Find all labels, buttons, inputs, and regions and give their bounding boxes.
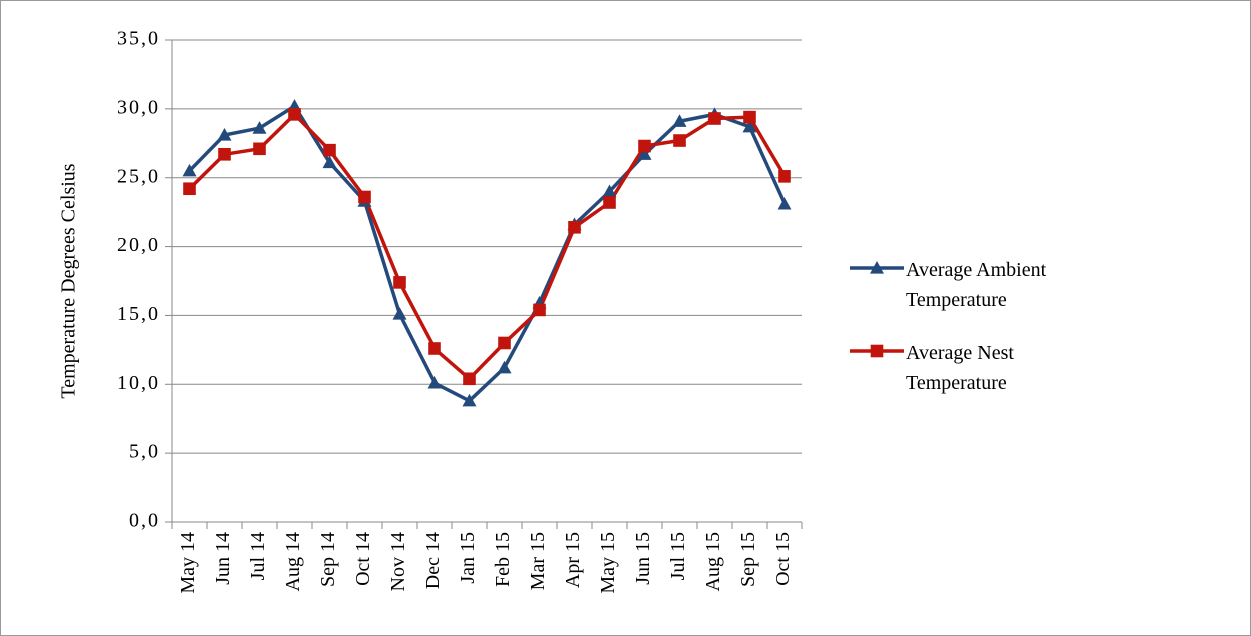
marker	[743, 110, 756, 124]
marker	[323, 143, 336, 157]
x-tick-label: Aug 15	[702, 532, 724, 591]
y-tick-label: 20,0	[117, 234, 160, 256]
marker	[777, 196, 792, 210]
marker	[253, 142, 266, 156]
x-tick-label: Oct 14	[352, 532, 374, 586]
x-tick-label: Feb 15	[492, 532, 514, 587]
x-tick-label: May 14	[177, 532, 199, 594]
x-tick-label: Sep 15	[737, 532, 759, 587]
marker	[428, 342, 441, 355]
x-tick-label: Dec 14	[422, 532, 444, 589]
marker	[427, 375, 442, 389]
marker	[638, 139, 651, 153]
marker	[673, 134, 686, 147]
marker	[708, 112, 721, 125]
marker	[778, 170, 791, 183]
marker	[288, 108, 301, 121]
marker	[568, 220, 581, 234]
y-tick-label: 25,0	[117, 165, 160, 187]
x-tick-label: May 15	[597, 532, 619, 594]
marker	[742, 119, 757, 133]
legend-swatch	[850, 261, 904, 274]
marker	[870, 261, 884, 274]
marker	[322, 155, 337, 169]
marker	[217, 128, 232, 141]
marker	[498, 336, 511, 350]
marker	[463, 372, 476, 386]
marker	[637, 147, 652, 160]
marker	[602, 184, 617, 198]
marker	[497, 360, 512, 374]
x-tick-label: Aug 14	[282, 532, 304, 591]
marker	[393, 276, 406, 289]
y-tick-label: 30,0	[117, 96, 160, 118]
x-tick-label: Nov 14	[387, 532, 409, 591]
legend-swatch	[850, 344, 904, 358]
marker	[182, 163, 197, 177]
legend-label: Average Ambient Temperature	[906, 259, 1047, 311]
x-tick-label: Jul 15	[667, 532, 689, 580]
y-axis-label: Temperature Degrees Celsius	[58, 163, 80, 398]
x-tick-label: Mar 15	[527, 532, 549, 590]
marker	[392, 307, 407, 320]
y-tick-label: 35,0	[117, 28, 160, 50]
legend-label: Average Nest Temperature	[906, 342, 1014, 394]
marker	[533, 303, 546, 317]
y-tick-label: 0,0	[129, 510, 160, 532]
x-tick-label: Apr 15	[562, 532, 584, 588]
marker	[672, 114, 687, 127]
marker	[252, 121, 267, 134]
marker	[603, 196, 616, 209]
x-tick-label: Jun 14	[212, 532, 234, 585]
marker	[183, 182, 196, 196]
legend-item: Average Nest Temperature	[848, 338, 1238, 398]
marker	[870, 344, 884, 358]
marker	[218, 148, 231, 161]
x-tick-label: Jun 15	[632, 532, 654, 585]
y-tick-label: 5,0	[129, 441, 160, 463]
marker	[358, 190, 371, 204]
x-tick-label: Sep 14	[317, 532, 339, 587]
y-tick-label: 10,0	[117, 372, 160, 394]
x-tick-label: Oct 15	[772, 532, 794, 586]
x-tick-label: Jan 15	[457, 532, 479, 584]
marker	[462, 393, 477, 407]
y-tick-label: 15,0	[117, 303, 160, 325]
legend-item: Average Ambient Temperature	[848, 255, 1238, 315]
x-tick-label: Jul 14	[247, 532, 269, 580]
